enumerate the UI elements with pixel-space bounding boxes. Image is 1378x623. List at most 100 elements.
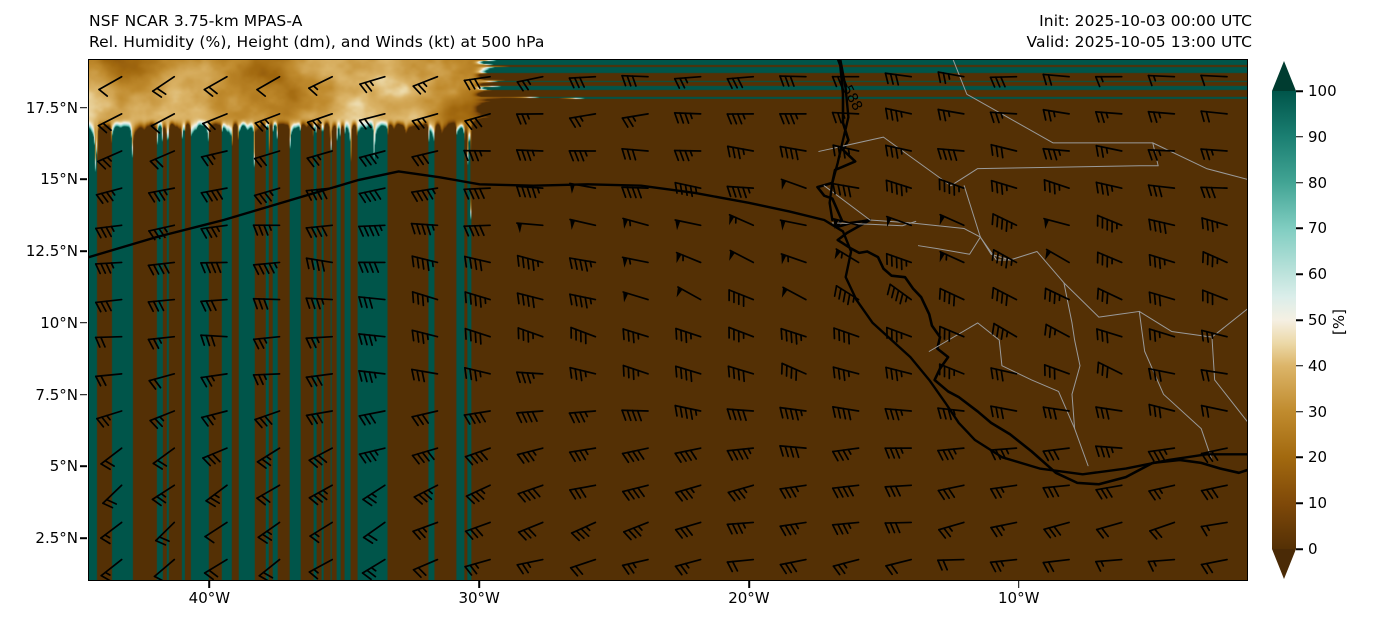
wind-barb [832,406,860,421]
wind-barb [1042,147,1070,161]
wind-barb [147,187,176,203]
wind-barb [305,187,334,201]
wind-barb [1042,73,1070,86]
wind-barb [990,405,1018,420]
wind-barb [202,447,228,467]
wind-barb [256,75,281,97]
wind-barb [252,261,281,276]
wind-barb [516,292,544,309]
country-border [917,236,981,255]
wind-barb [779,558,807,575]
wind-barb [200,373,228,388]
wind-barb [205,484,228,508]
wind-barb [200,224,228,239]
wind-barb [200,298,228,312]
wind-barb [726,75,755,90]
wind-barb [151,75,176,98]
wind-barb [362,521,386,544]
y-tick-mark [80,106,87,109]
colorbar-tick-label: 70 [1308,219,1328,238]
x-tick-label: 20°W [728,589,770,607]
wind-barb [621,74,649,87]
wind-barb [1042,108,1070,122]
wind-barb [621,484,649,501]
wind-barb [991,249,1018,269]
y-tick-label: 7.5°N [35,385,78,404]
wind-barb [673,75,702,89]
wind-barb [254,113,281,132]
wind-barb [1201,289,1228,306]
wind-barb [886,326,913,343]
colorbar-tick-mark [1296,456,1303,459]
wind-barb [200,150,228,167]
wind-barb [884,484,913,498]
colorbar-tick-mark [1296,365,1303,367]
wind-barb [411,329,439,345]
wind-barb [833,284,860,306]
x-tick-label: 40°W [188,589,231,607]
y-tick-label: 12.5°N [25,242,78,261]
wind-barb [358,333,386,347]
wind-barb [1043,217,1070,230]
wind-barb [412,521,439,540]
wind-barb [358,370,386,384]
colorbar-over-arrow [1272,61,1296,91]
init-time: Init: 2025-10-03 00:00 UTC [1039,12,1252,30]
wind-barb [1095,144,1123,158]
colorbar [1272,59,1296,581]
wind-barb [1200,404,1228,418]
wind-barb [516,75,544,92]
wind-barb [98,75,123,97]
wind-barb [1044,287,1070,305]
wind-barb [1147,74,1176,87]
wind-barb [779,113,807,125]
wind-barb [1147,110,1176,124]
wind-barb [1096,214,1123,233]
wind-barb [1096,361,1123,379]
wind-barb [94,261,123,275]
wind-barb [989,484,1018,499]
wind-barb [411,368,439,383]
wind-barb [1148,367,1176,382]
wind-barb [256,484,281,506]
wind-barb [200,261,228,274]
wind-barb [674,484,702,502]
wind-barb [621,113,649,128]
colorbar-tick-label: 40 [1308,356,1328,375]
wind-barb [990,367,1018,382]
wind-barb [728,289,755,308]
wind-barb [358,296,386,309]
wind-barb [622,291,649,303]
wind-barb [622,364,649,381]
height-contour-588-north [828,60,850,222]
wind-barb [516,558,544,575]
wind-barb [306,150,334,168]
wind-barb [1148,291,1176,307]
wind-barb [729,249,755,264]
wind-barb [1200,447,1228,464]
y-tick-mark [80,178,87,181]
wind-barb [305,224,334,239]
wind-barb [411,291,439,307]
wind-barb [464,291,491,308]
wind-barb [464,366,491,382]
wind-barb [569,218,597,230]
wind-barb [673,149,702,162]
wind-barb [674,365,702,383]
wind-barb [937,71,965,85]
wind-barb [938,325,965,342]
wind-barb [834,248,860,264]
wind-barb [1095,181,1123,196]
wind-barb [100,558,123,580]
wind-barb [463,75,491,91]
wind-barb [410,187,439,203]
wind-barb [780,362,807,381]
wind-barb [203,75,228,97]
height-contour-588 [89,170,1247,476]
wind-barb [621,256,649,268]
wind-barb [621,558,649,575]
country-border [963,185,1247,338]
wind-barb [253,187,281,205]
wind-barb [1043,521,1070,539]
wind-barb [149,410,176,430]
